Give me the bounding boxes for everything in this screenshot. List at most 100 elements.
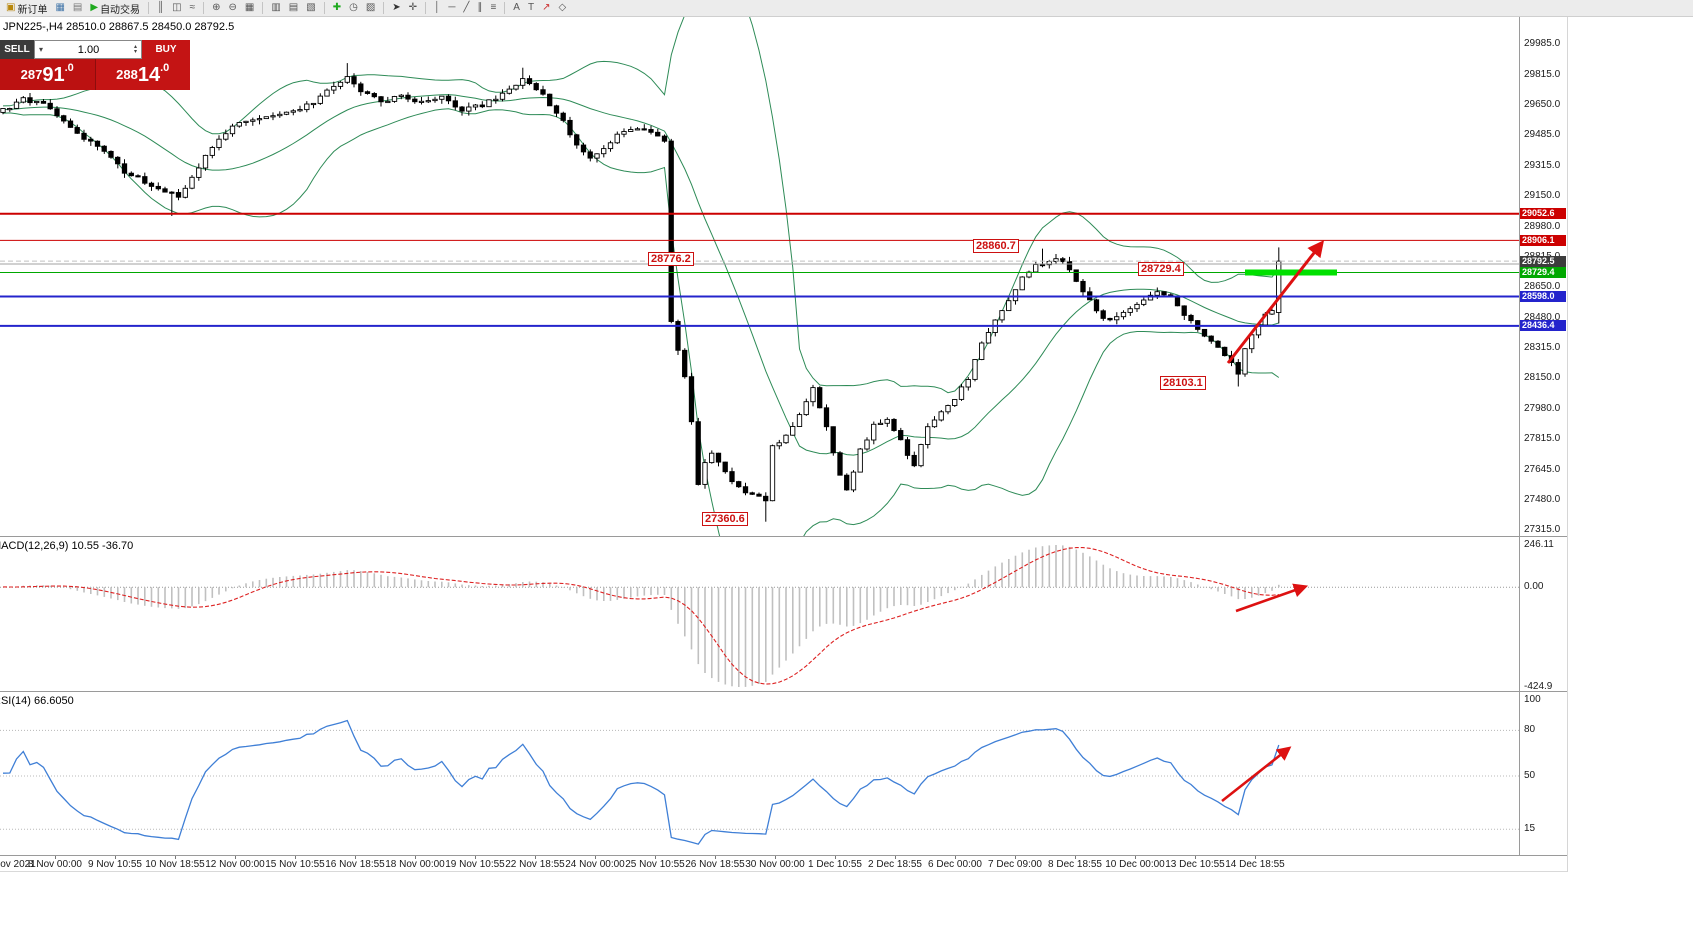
price-annotation[interactable]: 27360.6 bbox=[702, 512, 748, 526]
price-tag: 28792.5 bbox=[1520, 256, 1566, 267]
candle-chart-icon: ◫ bbox=[172, 2, 182, 13]
time-axis-tick bbox=[415, 856, 416, 859]
price-annotation[interactable]: 28729.4 bbox=[1138, 262, 1184, 276]
horizontal-line-button[interactable]: ─ bbox=[444, 1, 459, 16]
price-axis-label: 29485.0 bbox=[1524, 129, 1561, 140]
time-axis-tick bbox=[535, 856, 536, 859]
time-axis-label: 14 Dec 18:55 bbox=[1225, 859, 1285, 870]
price-axis-label: 29150.0 bbox=[1524, 190, 1561, 201]
time-axis-tick bbox=[835, 856, 836, 859]
trade-panel-prices: 287 91.0 288 14.0 bbox=[0, 59, 190, 90]
add-indicator-button[interactable]: ✚ bbox=[329, 1, 345, 16]
toolbar-separator bbox=[148, 2, 150, 14]
templates-button[interactable]: ▨ bbox=[362, 1, 379, 16]
chart-window-button[interactable]: ▦ bbox=[51, 1, 68, 16]
autotrading-button[interactable]: ▶ 自动交易 bbox=[86, 1, 144, 16]
trendline-button[interactable]: ╱ bbox=[459, 1, 473, 16]
crosshair-button[interactable]: ✛ bbox=[405, 1, 421, 16]
macd-scale-label: 246.11 bbox=[1524, 539, 1554, 550]
profiles-button[interactable]: ▤ bbox=[69, 1, 86, 16]
price-axis-label: 27980.0 bbox=[1524, 403, 1561, 414]
time-axis-label: 13 Dec 10:55 bbox=[1165, 859, 1225, 870]
panel-separator[interactable] bbox=[0, 691, 1567, 692]
data-window-button[interactable]: ▤ bbox=[285, 1, 302, 16]
toolbar-separator bbox=[504, 2, 506, 14]
price-tag: 28729.4 bbox=[1520, 267, 1566, 278]
chart-bars-button[interactable]: ║ bbox=[153, 1, 168, 16]
rsi-label: RSI(14) 66.6050 bbox=[0, 695, 74, 707]
buy-button[interactable]: BUY bbox=[142, 40, 190, 59]
macd-panel[interactable] bbox=[0, 538, 1519, 691]
bar-chart-icon: ║ bbox=[157, 2, 165, 13]
price-annotation[interactable]: 28776.2 bbox=[648, 252, 694, 266]
price-annotation[interactable]: 28103.1 bbox=[1160, 376, 1206, 390]
text-label-button[interactable]: T bbox=[524, 1, 538, 16]
zoom-out-button[interactable]: ⊖ bbox=[225, 1, 241, 16]
price-tag: 28906.1 bbox=[1520, 235, 1566, 246]
channel-button[interactable]: ∥ bbox=[473, 1, 486, 16]
tile-windows-button[interactable]: ▦ bbox=[241, 1, 258, 16]
zoom-in-icon: ⊕ bbox=[212, 2, 221, 13]
time-axis-label: 8 Nov 00:00 bbox=[28, 859, 82, 870]
chart-candles-button[interactable]: ◫ bbox=[168, 1, 185, 16]
time-axis-label: 2 Dec 18:55 bbox=[868, 859, 922, 870]
rsi-line bbox=[2, 719, 1280, 845]
candles bbox=[0, 63, 1282, 522]
time-axis-label: 10 Nov 18:55 bbox=[145, 859, 205, 870]
time-axis-label: 19 Nov 10:55 bbox=[445, 859, 505, 870]
time-axis-tick bbox=[595, 856, 596, 859]
new-order-button[interactable]: ▣ 新订单 bbox=[2, 1, 51, 16]
time-axis-tick bbox=[1195, 856, 1196, 859]
spin-up-icon[interactable]: ▴ bbox=[133, 43, 137, 50]
toolbar-separator bbox=[383, 2, 385, 14]
sell-button[interactable]: SELL bbox=[0, 40, 34, 59]
cursor-button[interactable]: ➤ bbox=[388, 1, 404, 16]
volume-spinner[interactable]: ▴ ▾ bbox=[130, 43, 141, 55]
strategy-tester-button[interactable]: ▧ bbox=[302, 1, 319, 16]
volume-control[interactable]: ▾ 1.00 ▴ ▾ bbox=[34, 40, 142, 59]
shapes-button[interactable]: ◇ bbox=[554, 1, 570, 16]
panel-separator[interactable] bbox=[0, 536, 1567, 537]
ask-big-digits: 14 bbox=[137, 63, 161, 86]
zoom-in-button[interactable]: ⊕ bbox=[208, 1, 224, 16]
tester-icon: ▧ bbox=[306, 2, 316, 13]
price-axis-label: 28480.0 bbox=[1524, 312, 1561, 323]
line-chart-icon: ≈ bbox=[189, 2, 196, 13]
bid-big-digits: 91 bbox=[42, 63, 65, 86]
time-axis-label: 15 Nov 10:55 bbox=[265, 859, 325, 870]
spin-down-icon[interactable]: ▾ bbox=[133, 48, 137, 55]
time-axis-tick bbox=[955, 856, 956, 859]
zoom-out-icon: ⊖ bbox=[228, 2, 237, 13]
time-axis-label: 7 Dec 09:00 bbox=[988, 859, 1042, 870]
autotrading-button-label: 自动交易 bbox=[100, 4, 141, 16]
periods-button[interactable]: ◷ bbox=[345, 1, 362, 16]
ask-price[interactable]: 288 14.0 bbox=[95, 59, 190, 90]
time-axis-label: Nov 2021 bbox=[0, 859, 36, 870]
arrow-tool-button[interactable]: ↗ bbox=[538, 1, 554, 16]
rsi-panel[interactable] bbox=[0, 693, 1519, 855]
price-axis-label: 28650.0 bbox=[1524, 281, 1561, 292]
time-axis-tick bbox=[775, 856, 776, 859]
volume-value[interactable]: 1.00 bbox=[77, 43, 100, 56]
fibonacci-icon: ≡ bbox=[490, 2, 497, 13]
time-axis-label: 30 Nov 00:00 bbox=[745, 859, 805, 870]
toolbar-separator bbox=[323, 2, 325, 14]
text-button[interactable]: A bbox=[509, 1, 524, 16]
time-axis-tick bbox=[1135, 856, 1136, 859]
price-tag: 28436.4 bbox=[1520, 320, 1566, 331]
chart-window-icon: ▦ bbox=[55, 2, 65, 13]
time-axis-tick bbox=[655, 856, 656, 859]
fibonacci-button[interactable]: ≡ bbox=[486, 1, 500, 16]
price-annotation[interactable]: 28860.7 bbox=[973, 239, 1019, 253]
bid-price[interactable]: 287 91.0 bbox=[0, 59, 96, 90]
main-chart[interactable] bbox=[0, 16, 1519, 536]
volume-dropdown-icon[interactable]: ▾ bbox=[38, 45, 43, 54]
price-tag: 28598.0 bbox=[1520, 291, 1566, 302]
price-tag: 29052.6 bbox=[1520, 208, 1566, 219]
chart-line-button[interactable]: ≈ bbox=[186, 1, 200, 16]
rsi-scale-label: 100 bbox=[1524, 694, 1541, 705]
price-axis-label: 29815.0 bbox=[1524, 69, 1561, 80]
navigator-button[interactable]: ▥ bbox=[267, 1, 284, 16]
vertical-line-button[interactable]: │ bbox=[430, 1, 444, 16]
